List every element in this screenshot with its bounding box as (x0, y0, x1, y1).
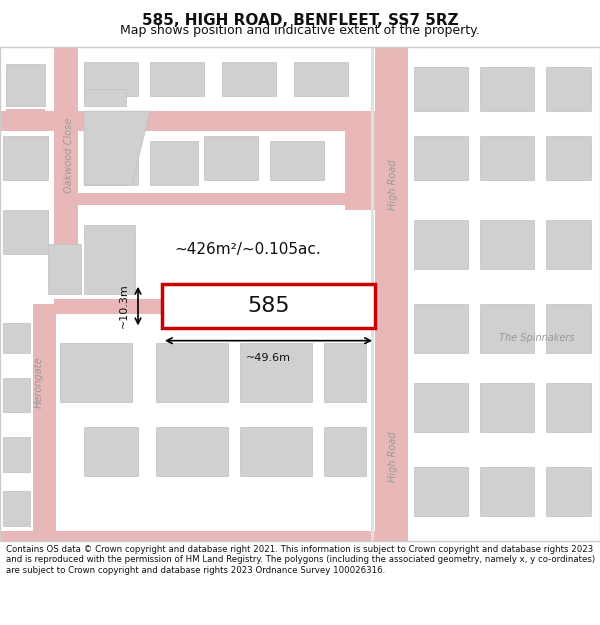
Bar (480, 67, 534, 111)
Bar (54, 47, 78, 269)
Bar (33, 304, 56, 541)
Bar (156, 343, 228, 402)
Bar (546, 466, 591, 516)
Bar (6, 64, 45, 106)
Bar (156, 427, 228, 476)
Bar (480, 136, 534, 180)
Bar (414, 304, 468, 353)
Bar (84, 224, 135, 294)
Bar (480, 304, 534, 353)
Text: Herongate: Herongate (34, 357, 44, 409)
Bar (414, 136, 468, 180)
Text: Contains OS data © Crown copyright and database right 2021. This information is : Contains OS data © Crown copyright and d… (6, 545, 595, 574)
Bar (3, 437, 30, 471)
Bar (270, 141, 324, 180)
Bar (84, 62, 138, 96)
Bar (3, 210, 48, 254)
Text: Oakwood Close: Oakwood Close (64, 118, 74, 193)
Bar (480, 219, 534, 269)
Bar (375, 47, 408, 541)
Bar (414, 382, 468, 432)
Bar (204, 136, 258, 180)
Bar (324, 427, 366, 476)
Text: High Road: High Road (388, 431, 398, 482)
Bar (0, 531, 375, 541)
Bar (3, 491, 30, 526)
Bar (371, 47, 374, 541)
Text: The Spinnakers: The Spinnakers (499, 333, 575, 343)
Bar (324, 343, 366, 402)
Bar (3, 323, 30, 353)
Bar (84, 136, 138, 185)
Bar (480, 382, 534, 432)
Text: ~49.6m: ~49.6m (246, 353, 291, 363)
Text: High Road: High Road (388, 160, 398, 211)
Bar (414, 219, 468, 269)
Bar (54, 299, 375, 314)
Bar (0, 111, 375, 131)
Bar (480, 466, 534, 516)
Bar (546, 304, 591, 353)
Bar (162, 284, 375, 328)
Bar (84, 427, 138, 476)
Bar (60, 343, 132, 402)
Bar (48, 244, 81, 294)
Text: ~10.3m: ~10.3m (119, 284, 129, 329)
Bar (240, 427, 312, 476)
Bar (546, 67, 591, 111)
Bar (414, 466, 468, 516)
Bar (222, 62, 276, 96)
Bar (546, 382, 591, 432)
Text: 585: 585 (247, 296, 290, 316)
Bar (546, 219, 591, 269)
Bar (414, 67, 468, 111)
Bar (84, 89, 126, 106)
Bar (240, 343, 312, 402)
Bar (546, 136, 591, 180)
Text: 585, HIGH ROAD, BENFLEET, SS7 5RZ: 585, HIGH ROAD, BENFLEET, SS7 5RZ (142, 13, 458, 28)
Bar (54, 192, 375, 205)
Bar (3, 136, 48, 180)
Bar (150, 62, 204, 96)
Polygon shape (84, 111, 150, 185)
Text: ~426m²/~0.105ac.: ~426m²/~0.105ac. (174, 242, 321, 257)
Text: Map shows position and indicative extent of the property.: Map shows position and indicative extent… (120, 24, 480, 36)
Bar (294, 62, 348, 96)
Polygon shape (0, 111, 375, 131)
Bar (150, 141, 198, 185)
Bar (6, 109, 45, 111)
Bar (3, 378, 30, 412)
Bar (345, 111, 375, 210)
